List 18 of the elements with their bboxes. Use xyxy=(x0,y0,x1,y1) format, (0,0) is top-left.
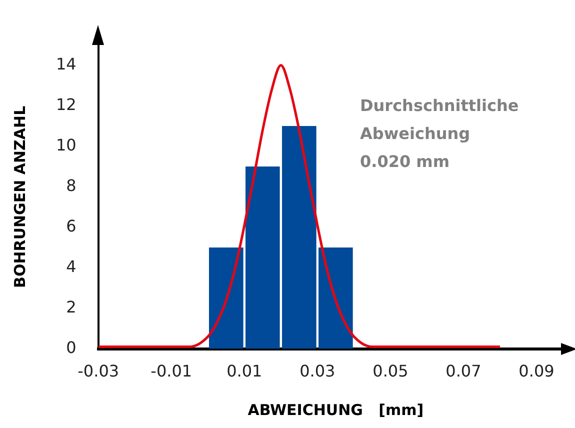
x-tick-label: 0.09 xyxy=(518,362,554,381)
annotation: Durchschnittliche Abweichung 0.020 mm xyxy=(360,96,519,172)
x-tick-label: 0.07 xyxy=(446,362,482,381)
y-tick-label: 8 xyxy=(66,176,76,195)
y-tick-label: 14 xyxy=(56,54,76,74)
y-tick-label: 10 xyxy=(56,135,76,154)
x-tick-label: -0.03 xyxy=(78,362,120,381)
y-tick-label: 0 xyxy=(66,338,76,357)
x-tick-label: 0.05 xyxy=(372,362,408,381)
x-tick-label: -0.01 xyxy=(150,362,192,381)
x-tick-label: 0.03 xyxy=(300,362,336,381)
y-tick-label: 12 xyxy=(56,94,76,114)
x-axis-title: ABWEICHUNG [mm] xyxy=(248,400,424,419)
y-tick-label: 4 xyxy=(66,256,76,276)
y-tick-label: 2 xyxy=(66,297,76,316)
y-axis-title: BOHRUNGEN ANZAHL xyxy=(10,105,29,288)
y-tick-label: 6 xyxy=(66,216,76,236)
x-tick-label: 0.01 xyxy=(226,362,262,381)
